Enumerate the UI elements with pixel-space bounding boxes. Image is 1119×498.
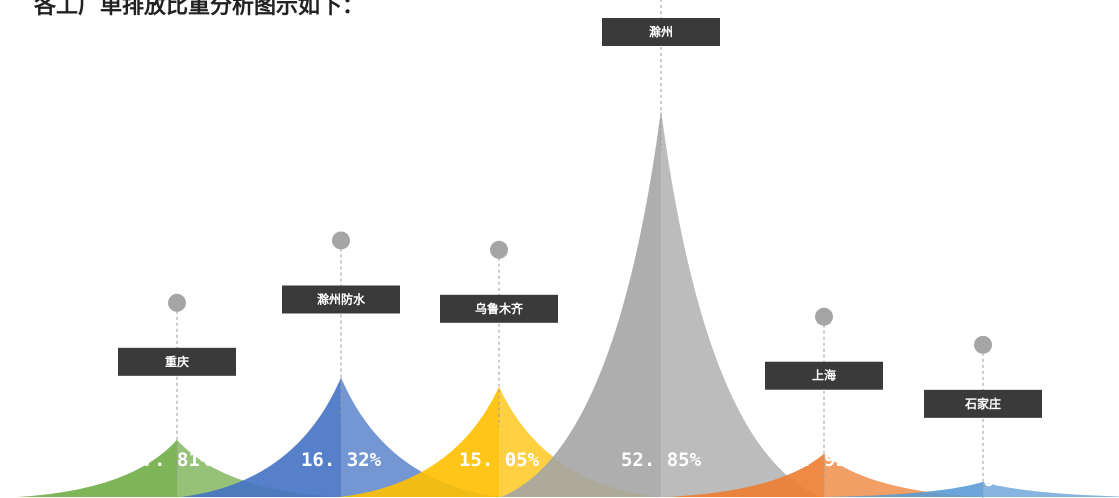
category-label: 滁州防水 [317,291,366,306]
category-label: 重庆 [165,354,189,369]
spike-mark [823,481,1119,497]
category-label-box [440,294,558,323]
category-label-box [924,389,1042,418]
pin-marker [490,240,508,259]
value-label: 16. 32% [301,449,382,471]
value-label: 15. 05% [459,449,540,471]
pin-marker [815,307,833,326]
spike-mark [181,377,501,497]
spike-highlight [341,377,501,497]
spike-highlight [499,386,659,497]
value-labels-group: 7. 81% 16. 32% 15. 05% 52. 85% 5. 91% 2. 07% [143,449,1018,491]
value-label: 2. 07% [949,469,1018,491]
category-label: 乌鲁木齐 [475,301,524,316]
category-label-box [118,347,236,376]
spike-mark [339,386,659,497]
value-label: 52. 85% [621,449,702,471]
spike-highlight [661,110,821,497]
spike-mark [501,110,821,497]
pin-marker [332,231,350,250]
value-label: 7. 81% [143,449,212,471]
category-label: 石家庄 [964,396,1001,411]
value-label: 5. 91% [790,449,859,471]
category-label-box [282,285,400,314]
category-label-box [765,361,883,390]
category-label: 滁州 [649,24,673,39]
pin-marker [168,293,186,312]
spike-highlight [177,439,337,497]
spike-highlight [983,481,1119,497]
category-label: 上海 [812,368,836,383]
pin-marker [974,335,992,354]
category-label-box [602,18,720,46]
spike-highlight [824,453,984,497]
page-title: 各工厂单排放比重分析图示如下： [34,0,365,19]
